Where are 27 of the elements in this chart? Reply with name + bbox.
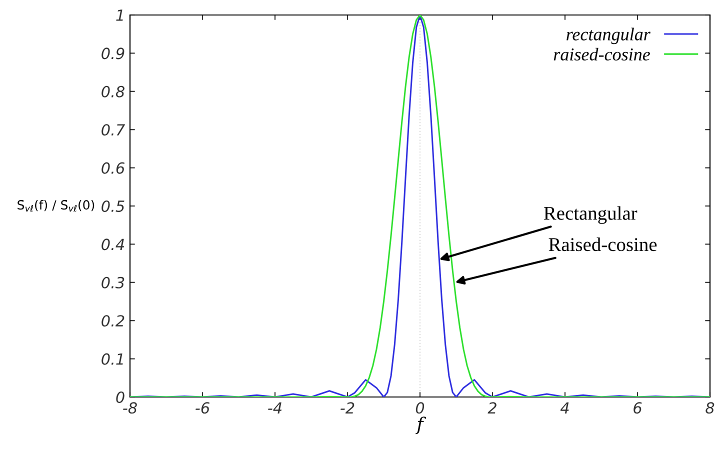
y-tick-label: 0.8 bbox=[102, 86, 124, 98]
x-tick-label: 6 bbox=[634, 402, 642, 414]
y-tick-label: 0 bbox=[116, 391, 124, 404]
annotation: Rectangular bbox=[544, 206, 638, 224]
y-tick-label: 1 bbox=[116, 10, 123, 21]
x-tick-label: -2 bbox=[340, 402, 354, 414]
x-tick-label: 8 bbox=[706, 402, 714, 414]
y-tick-label: 0.5 bbox=[102, 200, 124, 212]
x-tick-label: -8 bbox=[123, 402, 137, 414]
x-tick-label: -4 bbox=[268, 402, 282, 414]
annotation: Raised-cosine bbox=[548, 237, 657, 252]
y-tick-label: 0.4 bbox=[102, 238, 124, 250]
x-tick-label: 4 bbox=[560, 402, 569, 414]
y-tick-label: 0.2 bbox=[102, 315, 124, 327]
y-axis-title: S̄$_{vℓ}$(f) / S̄$_{vℓ}$(0) bbox=[18, 200, 94, 212]
x-axis-title: f bbox=[416, 416, 426, 434]
y-tick-label: 0.7 bbox=[102, 124, 125, 136]
legend-label: rectangular bbox=[566, 28, 650, 44]
y-tick-label: 0.3 bbox=[102, 276, 124, 288]
x-tick-label: 0 bbox=[416, 402, 424, 414]
x-tick-label: 2 bbox=[488, 402, 496, 414]
line-series bbox=[130, 15, 710, 397]
legend-label: raised-cosine bbox=[554, 48, 650, 61]
y-tick-label: 0.1 bbox=[102, 353, 123, 365]
y-tick-label: 0.9 bbox=[102, 48, 124, 60]
y-tick-label: 0.6 bbox=[102, 162, 124, 174]
x-tick-label: -6 bbox=[196, 402, 210, 414]
